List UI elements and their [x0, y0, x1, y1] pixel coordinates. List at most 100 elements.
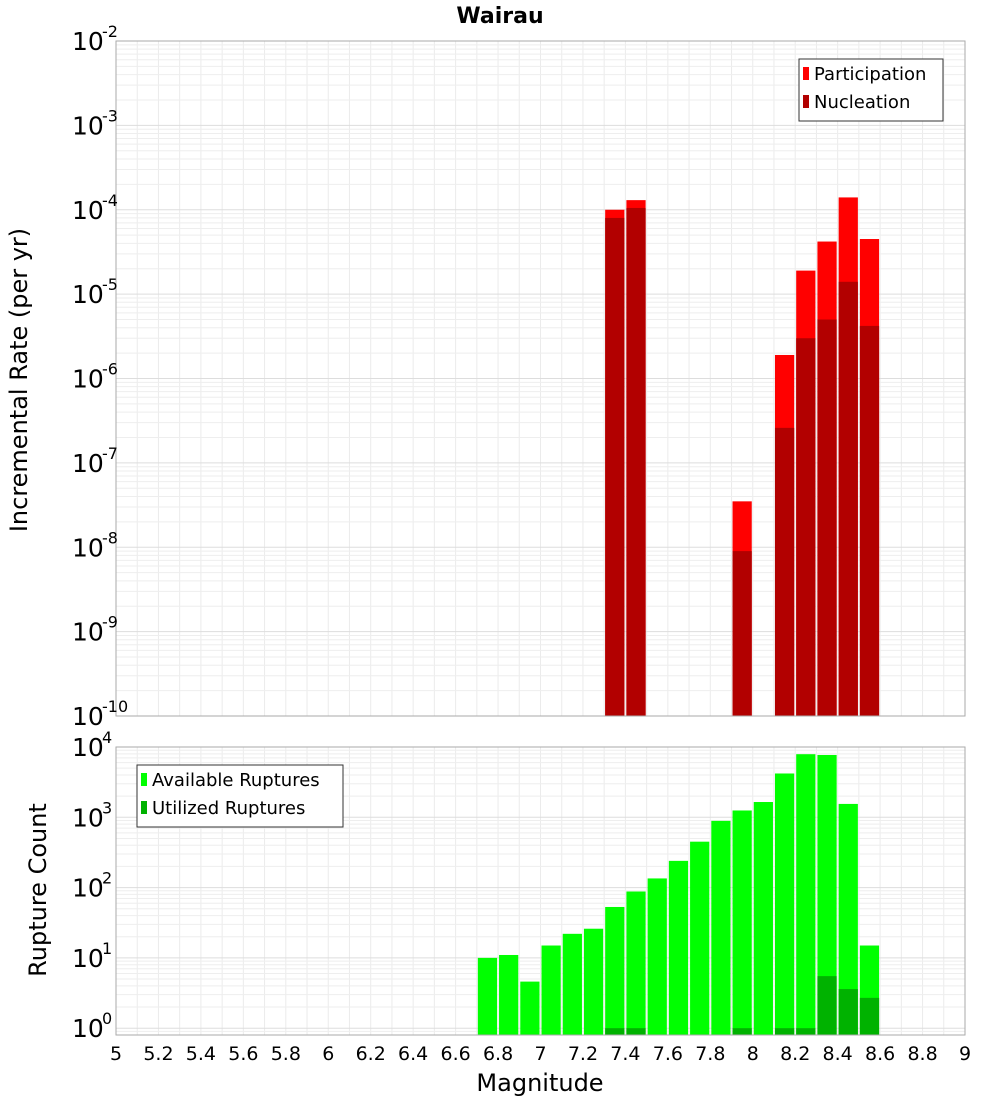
count-plot-frame	[115, 746, 966, 1036]
legend-box	[798, 58, 944, 122]
bar-available-ruptures	[647, 878, 667, 1035]
bar-nucleation	[796, 338, 816, 716]
x-tick-label: 7.2	[568, 1043, 598, 1065]
y-tick-label: 10	[72, 27, 104, 56]
y-tick-label: 10	[72, 944, 104, 973]
bar-utilized-ruptures	[817, 976, 837, 1035]
x-tick-label: 8.4	[823, 1043, 853, 1065]
x-tick-label: 6	[322, 1043, 334, 1065]
y-tick-exponent: -5	[102, 275, 118, 294]
y-tick-exponent: -7	[102, 444, 118, 463]
bar-nucleation	[774, 427, 795, 716]
y-tick-exponent: -4	[102, 191, 118, 210]
rate-grid	[115, 40, 966, 717]
bar-available-ruptures	[583, 928, 604, 1035]
x-tick-label: 5.6	[228, 1043, 258, 1065]
bar-available-ruptures	[562, 933, 582, 1035]
legend-swatch	[141, 801, 147, 814]
legend-swatch	[803, 95, 809, 108]
bar-nucleation	[605, 217, 625, 716]
x-tick-label: 8.6	[865, 1043, 895, 1065]
bar-available-ruptures	[668, 860, 689, 1035]
bar-utilized-ruptures	[732, 1028, 752, 1035]
bar-utilized-ruptures	[774, 1028, 795, 1035]
x-tick-label: 5.8	[271, 1043, 301, 1065]
bar-utilized-ruptures	[859, 997, 880, 1035]
bar-utilized-ruptures	[796, 1028, 816, 1035]
chart-title: Wairau	[456, 4, 543, 29]
y-tick-label: 10	[72, 702, 104, 731]
top-y-axis-label: Incremental Rate (per yr)	[5, 228, 33, 532]
bar-available-ruptures	[499, 954, 519, 1035]
legend-label: Nucleation	[814, 92, 910, 113]
bar-nucleation	[817, 319, 837, 716]
y-tick-exponent: -2	[102, 22, 118, 41]
count-legend: Available Ruptures Utilized Ruptures	[136, 764, 344, 828]
bar-available-ruptures	[711, 820, 731, 1035]
x-tick-label: 8.8	[907, 1043, 937, 1065]
bar-available-ruptures	[753, 802, 773, 1035]
y-tick-exponent: 3	[102, 798, 112, 817]
legend-box	[136, 764, 344, 828]
rate-plot-frame	[115, 40, 966, 717]
bar-available-ruptures	[817, 754, 837, 1035]
legend-swatch	[141, 773, 147, 786]
x-tick-label: 6.2	[356, 1043, 386, 1065]
y-tick-exponent: -10	[102, 697, 128, 716]
bar-available-ruptures	[477, 957, 498, 1035]
y-tick-exponent: 0	[102, 1009, 112, 1028]
y-tick-label: 10	[72, 449, 104, 478]
y-tick-label: 10	[72, 618, 104, 647]
bar-available-ruptures	[605, 906, 625, 1035]
y-tick-label: 10	[72, 111, 104, 140]
bar-utilized-ruptures	[626, 1028, 646, 1035]
x-tick-label: 5.2	[143, 1043, 173, 1065]
y-tick-exponent: 2	[102, 869, 112, 888]
y-tick-exponent: 4	[102, 728, 112, 747]
x-tick-label: 7.6	[653, 1043, 683, 1065]
bar-nucleation	[838, 281, 858, 716]
y-tick-label: 10	[72, 365, 104, 394]
x-tick-label: 7	[534, 1043, 546, 1065]
legend-label: Participation	[814, 64, 926, 85]
rate-bars	[605, 197, 880, 717]
bar-available-ruptures	[690, 841, 710, 1035]
bar-available-ruptures	[626, 891, 646, 1035]
x-tick-label: 6.8	[483, 1043, 513, 1065]
y-tick-label: 10	[72, 196, 104, 225]
y-tick-label: 10	[72, 803, 104, 832]
bar-nucleation	[859, 325, 880, 716]
y-tick-exponent: -6	[102, 360, 118, 379]
bar-nucleation	[626, 207, 646, 716]
x-tick-label: 6.4	[398, 1043, 428, 1065]
rate-legend: Participation Nucleation	[798, 58, 944, 122]
x-ticks: 5 5.2 5.4 5.6 5.8 6 6.2 6.4 6.6 6.8 7 7.2 7.4 7.6 7.8 8…	[110, 1043, 971, 1065]
x-tick-label: 8.2	[780, 1043, 810, 1065]
y-tick-label: 10	[72, 874, 104, 903]
rate-panel: 10-1010-910-810-710-610-510-410-310-2Par…	[72, 22, 966, 731]
y-tick-label: 10	[72, 533, 104, 562]
x-tick-label: 7.4	[610, 1043, 640, 1065]
x-tick-label: 6.6	[440, 1043, 470, 1065]
y-tick-label: 10	[72, 280, 104, 309]
bar-available-ruptures	[774, 773, 795, 1035]
bar-utilized-ruptures	[605, 1028, 625, 1035]
bottom-y-axis-label: Rupture Count	[24, 803, 52, 977]
bar-available-ruptures	[541, 945, 561, 1035]
x-tick-label: 7.8	[695, 1043, 725, 1065]
bar-utilized-ruptures	[838, 989, 858, 1035]
y-tick-label: 10	[72, 733, 104, 762]
legend-swatch	[803, 67, 809, 80]
y-tick-exponent: 1	[102, 939, 112, 958]
x-tick-label: 5	[110, 1043, 122, 1065]
x-axis-label: Magnitude	[476, 1069, 603, 1097]
bar-available-ruptures	[838, 803, 858, 1035]
y-tick-exponent: -9	[102, 613, 118, 632]
bar-available-ruptures	[520, 981, 540, 1035]
count-bars	[477, 754, 880, 1035]
y-tick-exponent: -8	[102, 528, 118, 547]
